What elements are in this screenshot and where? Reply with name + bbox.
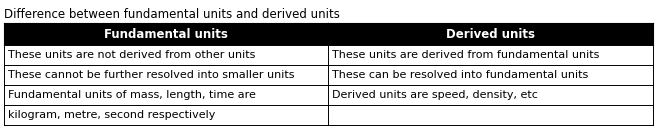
Text: These units are derived from fundamental units: These units are derived from fundamental…: [332, 50, 599, 60]
Text: These can be resolved into fundamental units: These can be resolved into fundamental u…: [332, 70, 588, 80]
Text: Fundamental units: Fundamental units: [104, 27, 228, 41]
Text: Derived units are speed, density, etc: Derived units are speed, density, etc: [332, 90, 538, 100]
Text: Fundamental units of mass, length, time are: Fundamental units of mass, length, time …: [8, 90, 256, 100]
Text: kilogram, metre, second respectively: kilogram, metre, second respectively: [8, 110, 215, 120]
Text: Difference between fundamental units and derived units: Difference between fundamental units and…: [4, 8, 340, 21]
Text: These units are not derived from other units: These units are not derived from other u…: [8, 50, 256, 60]
Text: Derived units: Derived units: [446, 27, 535, 41]
Text: These cannot be further resolved into smaller units: These cannot be further resolved into sm…: [8, 70, 294, 80]
